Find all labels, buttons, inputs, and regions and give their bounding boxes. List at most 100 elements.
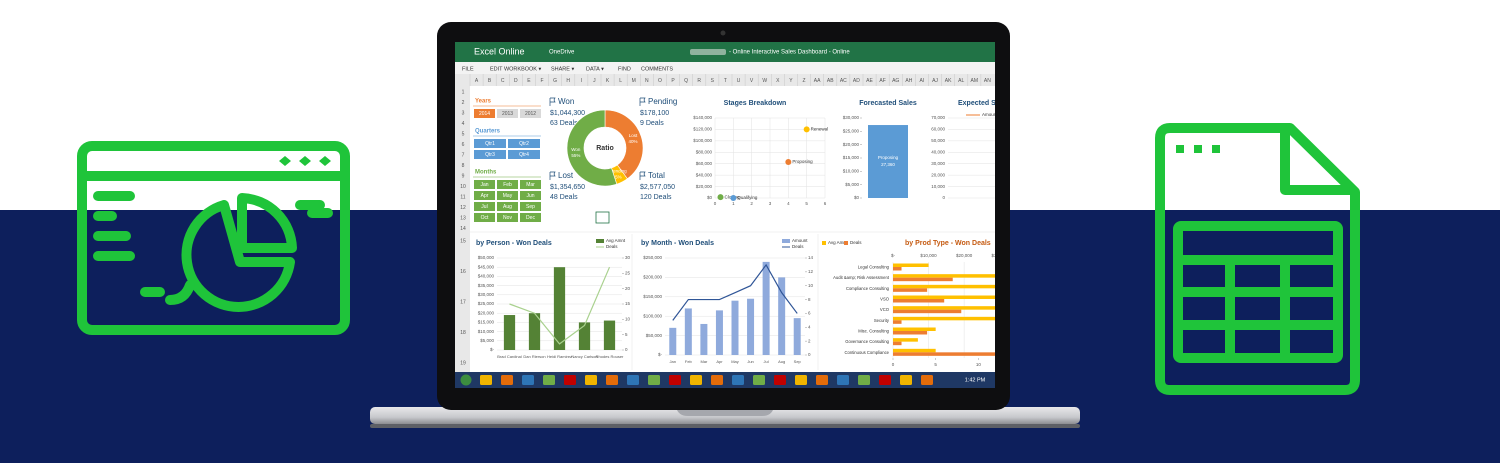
taskbar-icon[interactable]: [753, 375, 765, 385]
taskbar-icon[interactable]: [774, 375, 786, 385]
scatter-point: [730, 195, 737, 201]
row-header: [455, 86, 470, 372]
taskbar-icon[interactable]: [648, 375, 660, 385]
taskbar-icon[interactable]: [564, 375, 576, 385]
x-tick-label: 1: [732, 201, 735, 206]
slicer-button[interactable]: [520, 109, 541, 118]
taskbar-icon[interactable]: [858, 375, 870, 385]
bar: [669, 327, 677, 355]
y-tick-label: 20: [625, 286, 631, 291]
x-tick-label: Sep: [794, 359, 802, 364]
taskbar-icon[interactable]: [627, 375, 639, 385]
taskbar-icon[interactable]: [732, 375, 744, 385]
slice-value: 5%: [615, 174, 622, 179]
onedrive-link[interactable]: OneDrive: [549, 50, 575, 56]
kpi-amount: $1,354,650: [550, 184, 585, 191]
y-tick-label: $35,000: [478, 283, 495, 288]
menu-item[interactable]: FILE: [462, 66, 474, 72]
taskbar-icon[interactable]: [606, 375, 618, 385]
flag-icon: [639, 171, 646, 180]
slicer-button[interactable]: [497, 180, 518, 189]
slicer-button[interactable]: [497, 109, 518, 118]
slicer-button[interactable]: [474, 139, 506, 148]
taskbar-icon[interactable]: [690, 375, 702, 385]
menu-item[interactable]: FIND: [618, 66, 631, 72]
kpi-deals: 120 Deals: [640, 194, 672, 201]
bar: [893, 338, 918, 342]
taskbar-icon[interactable]: [879, 375, 891, 385]
selected-cell: [595, 211, 610, 224]
slicer-button[interactable]: [474, 109, 495, 118]
taskbar-icon[interactable]: [585, 375, 597, 385]
menu-bar: [455, 62, 995, 74]
slicer-button[interactable]: [497, 191, 518, 200]
chart-title: by Month - Won Deals: [641, 240, 714, 247]
taskbar-icon[interactable]: [921, 375, 933, 385]
slicer-button[interactable]: [497, 213, 518, 222]
slicer-button[interactable]: [474, 180, 495, 189]
slicer-item: Jan: [480, 182, 488, 188]
start-button[interactable]: [460, 374, 472, 386]
column-label: AG: [892, 78, 899, 84]
column-label: R: [697, 78, 701, 84]
taskbar-icon[interactable]: [522, 375, 534, 385]
menu-item[interactable]: DATA ▾: [586, 66, 604, 72]
category-label: VCO: [880, 307, 890, 312]
column-label: U: [737, 78, 741, 84]
slicer-button[interactable]: [474, 202, 495, 211]
y-tick-label: $250,000: [643, 255, 662, 260]
bar: [893, 288, 928, 292]
taskbar-icon[interactable]: [795, 375, 807, 385]
slicer-button[interactable]: [520, 180, 541, 189]
x-tick-label: May: [731, 359, 739, 364]
row-label: 17: [460, 299, 466, 305]
slicer-button[interactable]: [474, 191, 495, 200]
bar: [893, 277, 953, 282]
slicer-button[interactable]: [497, 202, 518, 211]
y-tick-label: $80,000: [696, 149, 713, 154]
slicer-item: Sep: [526, 204, 535, 210]
column-label: AA: [814, 78, 821, 84]
menu-item[interactable]: EDIT WORKBOOK ▾: [490, 66, 541, 72]
menu-item[interactable]: COMMENTS: [641, 66, 673, 72]
column-label: AI: [920, 78, 925, 84]
bar: [747, 298, 755, 355]
slicer-button[interactable]: [508, 139, 540, 148]
taskbar-icon[interactable]: [669, 375, 681, 385]
column-label: V: [750, 78, 754, 84]
menu-item[interactable]: SHARE ▾: [551, 66, 574, 72]
taskbar-icon[interactable]: [543, 375, 555, 385]
chart-title: by Prod Type - Won Deals: [905, 240, 991, 247]
slicer-button[interactable]: [520, 202, 541, 211]
taskbar-icon[interactable]: [900, 375, 912, 385]
y-tick-label: $30,000: [478, 292, 495, 297]
column-label: AM: [971, 78, 979, 84]
y-tick-label: 8: [808, 297, 811, 302]
kpi-amount: $1,044,300: [550, 110, 585, 117]
taskbar-icon[interactable]: [501, 375, 513, 385]
slicer-title: Months: [475, 170, 497, 176]
column-label: AD: [853, 78, 860, 84]
bar: [528, 313, 541, 350]
y-tick-label: $25,000: [843, 129, 860, 134]
slicer-button[interactable]: [474, 213, 495, 222]
slicer-button[interactable]: [474, 150, 506, 159]
category-label: Compliance Consulting: [846, 286, 890, 291]
x-tick-label: Feb: [685, 359, 693, 364]
row-label: 9: [462, 173, 465, 179]
y-tick-label: $10,000: [843, 169, 860, 174]
y-tick-label: 4: [808, 324, 811, 329]
bar: [778, 277, 786, 355]
y-tick-label: 10: [808, 283, 814, 288]
slicer-button[interactable]: [520, 191, 541, 200]
taskbar-icon[interactable]: [837, 375, 849, 385]
legend-label: Deals: [606, 244, 618, 249]
kpi-label: Pending: [648, 97, 677, 106]
taskbar-icon[interactable]: [480, 375, 492, 385]
taskbar-icon[interactable]: [816, 375, 828, 385]
slicer-button[interactable]: [520, 213, 541, 222]
taskbar-icon[interactable]: [711, 375, 723, 385]
slicer-button[interactable]: [508, 150, 540, 159]
column-label: AL: [958, 78, 964, 84]
y-tick-label: 14: [808, 255, 814, 260]
